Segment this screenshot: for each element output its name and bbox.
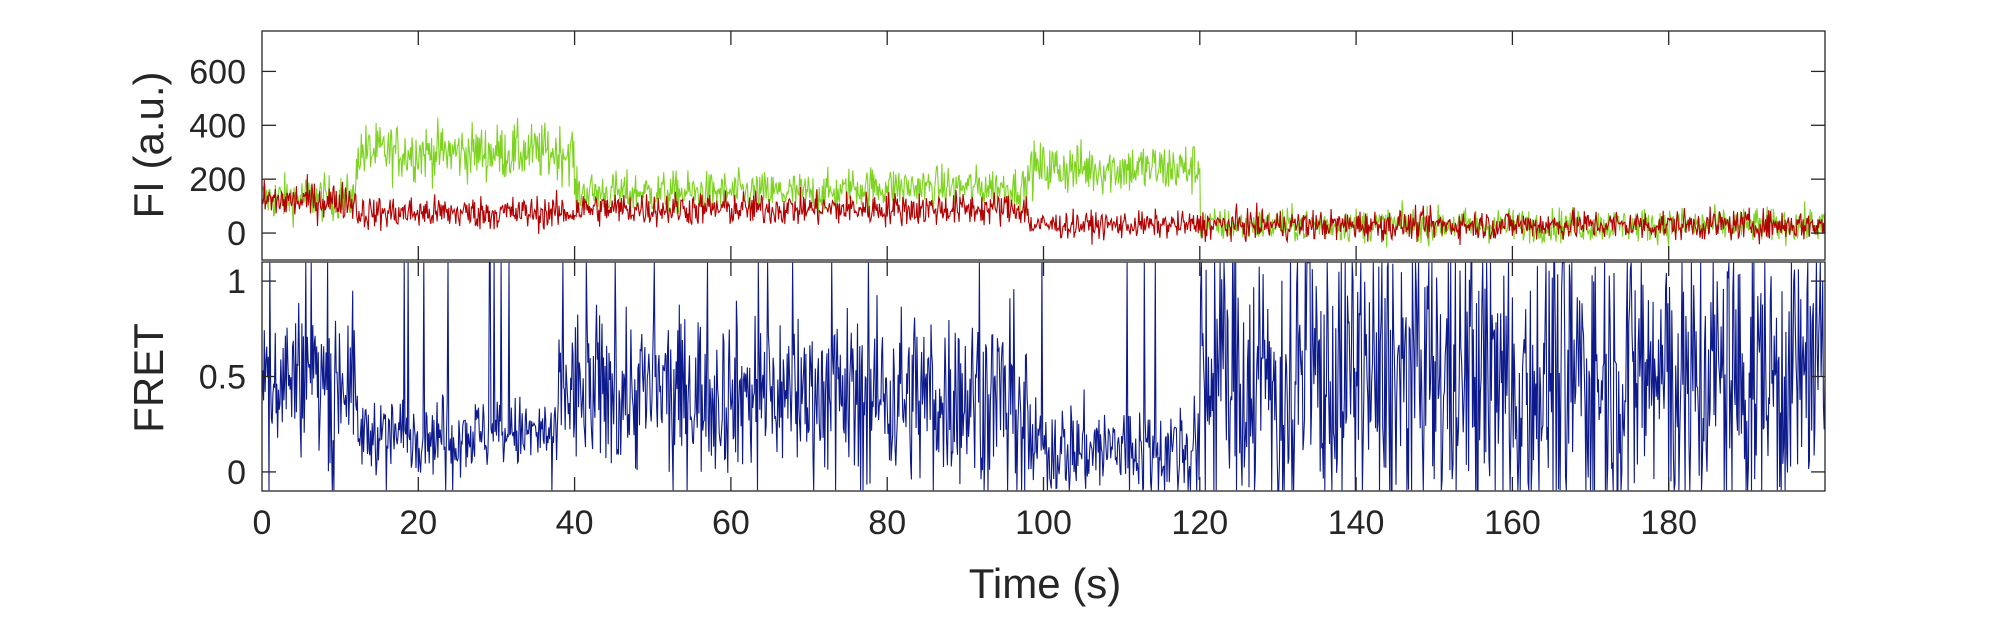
fluorescence-traces — [261, 31, 1826, 260]
y-tick-label: 0.5 — [199, 359, 246, 397]
x-ticks: 0 20 40 60 80 100 120 140 160 180 — [253, 504, 1698, 542]
top-y-axis-label: FI (a.u.) — [125, 71, 172, 218]
x-tick-label: 60 — [712, 504, 750, 542]
top-y-ticks: 0 200 400 600 — [189, 53, 1825, 253]
y-tick-label: 600 — [189, 53, 246, 91]
y-tick-label: 0 — [227, 215, 246, 253]
y-tick-label: 1 — [227, 263, 246, 301]
x-tick-label: 160 — [1484, 504, 1541, 542]
y-tick-label: 400 — [189, 107, 246, 145]
x-tick-label: 80 — [868, 504, 906, 542]
trace-series-1-0 — [261, 262, 1826, 491]
fret-traces — [261, 262, 1826, 491]
x-tick-label: 0 — [253, 504, 272, 542]
fluorescence-intensity-panel: 0 200 400 600 FI (a.u.) — [125, 30, 1826, 261]
x-tick-label: 140 — [1328, 504, 1385, 542]
x-tick-label: 120 — [1171, 504, 1228, 542]
x-tick-label: 40 — [556, 504, 594, 542]
y-tick-label: 0 — [227, 454, 246, 492]
x-tick-label: 180 — [1640, 504, 1697, 542]
bottom-y-ticks: 00.51 — [199, 263, 1825, 492]
fret-panel: 00.51 0 20 40 60 80 100 120 140 160 180 FRET Time… — [125, 261, 1826, 607]
bottom-y-axis-label: FRET — [125, 323, 172, 433]
x-tick-label: 20 — [399, 504, 437, 542]
top-axes-frame — [261, 30, 1826, 261]
trace-series-0-1 — [261, 174, 1826, 246]
x-tick-label: 100 — [1015, 504, 1072, 542]
y-tick-label: 200 — [189, 161, 246, 199]
x-axis-label: Time (s) — [969, 560, 1121, 607]
